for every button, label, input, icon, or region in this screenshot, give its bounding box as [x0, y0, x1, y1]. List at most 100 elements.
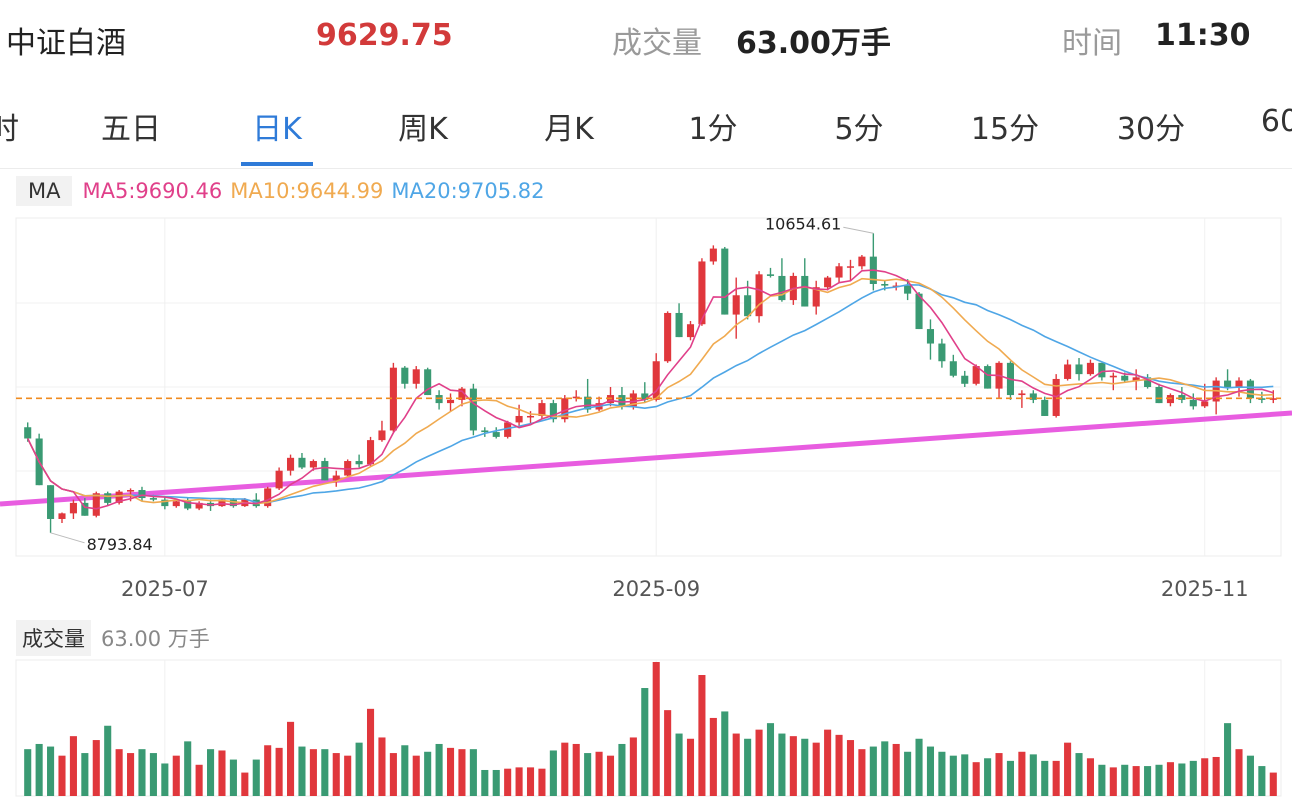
candle-body — [538, 403, 546, 416]
volume-tag[interactable]: 成交量 — [16, 620, 91, 656]
volume-bar — [81, 753, 89, 796]
volume-bar — [686, 738, 695, 796]
candle-body — [778, 275, 786, 301]
candle-body — [1109, 375, 1117, 378]
time-value: 11:30 — [1155, 18, 1251, 53]
volume-bar — [698, 675, 706, 796]
volume-bar — [561, 742, 569, 796]
volume-bar — [904, 751, 912, 796]
volume-bar — [1018, 751, 1026, 796]
candle-body — [961, 375, 969, 384]
last-price: 9629.75 — [316, 18, 453, 53]
tab-intraday[interactable]: 时 — [0, 112, 19, 147]
volume-bar — [801, 738, 809, 796]
candle-body — [584, 396, 592, 410]
tab-15min[interactable]: 15分 — [970, 112, 1040, 147]
volume-bar — [1212, 756, 1220, 796]
volume-bar — [492, 769, 500, 796]
volume-bar — [835, 734, 843, 796]
candle-body — [561, 398, 569, 420]
volume-bars-layer — [24, 662, 1277, 796]
tab-60min[interactable]: 60 — [1260, 104, 1292, 139]
volume-bar — [47, 746, 55, 796]
volume-bar — [641, 688, 649, 796]
candle-body — [492, 432, 500, 437]
volume-bar — [1144, 766, 1152, 796]
tab-weekly-k[interactable]: 周K — [398, 112, 448, 147]
candle-body — [1075, 364, 1083, 375]
volume-bar — [458, 749, 466, 796]
candle-body — [515, 415, 523, 423]
candle-body — [686, 324, 695, 338]
candle-body — [824, 277, 832, 288]
candle-body — [229, 499, 237, 507]
tab-5min[interactable]: 5分 — [834, 112, 884, 147]
candle-body — [698, 261, 706, 325]
volume-bar — [435, 743, 443, 796]
candle-body — [104, 493, 112, 503]
chart-labels-layer: 2025-07 2025-09 2025-11 10654.61 8793.84 — [50, 214, 1249, 601]
tab-monthly-k[interactable]: 月K — [544, 112, 594, 147]
volume-bar — [584, 753, 592, 796]
volume-bar — [618, 743, 626, 796]
candle-body — [58, 513, 66, 519]
volume-bar — [1189, 760, 1197, 796]
candle-body — [1144, 377, 1152, 387]
candle-body — [47, 485, 55, 519]
candle-body — [755, 274, 763, 317]
candle-body — [172, 501, 180, 507]
trendline-layer — [0, 410, 1292, 507]
volume-bar — [229, 759, 237, 796]
volume-bar — [1109, 767, 1117, 796]
candle-body — [641, 393, 649, 400]
candle-body — [1132, 377, 1140, 381]
candle-body — [1064, 364, 1072, 379]
candle-body — [275, 470, 283, 489]
candle-body — [675, 312, 683, 338]
candle-body — [344, 461, 352, 476]
candle-body — [481, 430, 489, 433]
active-tab-indicator — [241, 162, 313, 166]
candle-body — [915, 293, 923, 330]
candle-body — [549, 403, 557, 420]
candle-body — [904, 285, 912, 294]
volume-bar — [35, 743, 43, 796]
candle-body — [184, 501, 192, 509]
ma-lines-layer — [26, 269, 1274, 510]
tab-five-day[interactable]: 五日 — [101, 112, 161, 147]
volume-bar — [1064, 742, 1072, 796]
candle-body — [1018, 393, 1026, 396]
volume-bar — [24, 749, 32, 796]
candle-body — [766, 274, 775, 276]
candle-body — [298, 457, 306, 468]
volume-bar — [1166, 762, 1174, 796]
ma-tag[interactable]: MA — [16, 176, 73, 206]
volume-bar — [755, 729, 763, 796]
volume-bar — [207, 749, 215, 796]
tab-1min[interactable]: 1分 — [688, 112, 738, 147]
volume-bar — [515, 767, 523, 796]
volume-bar — [549, 750, 557, 796]
x-tick-label: 2025-07 — [121, 577, 209, 601]
volume-panel-value: 63.00 万手 — [101, 627, 210, 651]
volume-bar — [744, 738, 752, 796]
chart-grid — [15, 217, 1282, 797]
tab-30min[interactable]: 30分 — [1116, 112, 1186, 147]
candle-body — [652, 361, 660, 400]
volume-bar — [972, 762, 980, 796]
tab-daily-k[interactable]: 日K — [252, 112, 302, 147]
candle-body — [161, 499, 169, 507]
time-label: 时间 — [1062, 26, 1122, 61]
volume-bar — [161, 763, 169, 796]
volume-bar — [595, 751, 603, 796]
candle-body — [664, 312, 672, 362]
volume-bar — [424, 751, 432, 796]
candle-body — [949, 361, 957, 376]
ma5-value: MA5:9690.46 — [82, 179, 223, 203]
candle-body — [858, 256, 866, 267]
candle-body — [149, 498, 157, 500]
candle-body — [446, 399, 455, 404]
volume-bar — [824, 729, 832, 796]
volume-bar — [789, 736, 797, 796]
